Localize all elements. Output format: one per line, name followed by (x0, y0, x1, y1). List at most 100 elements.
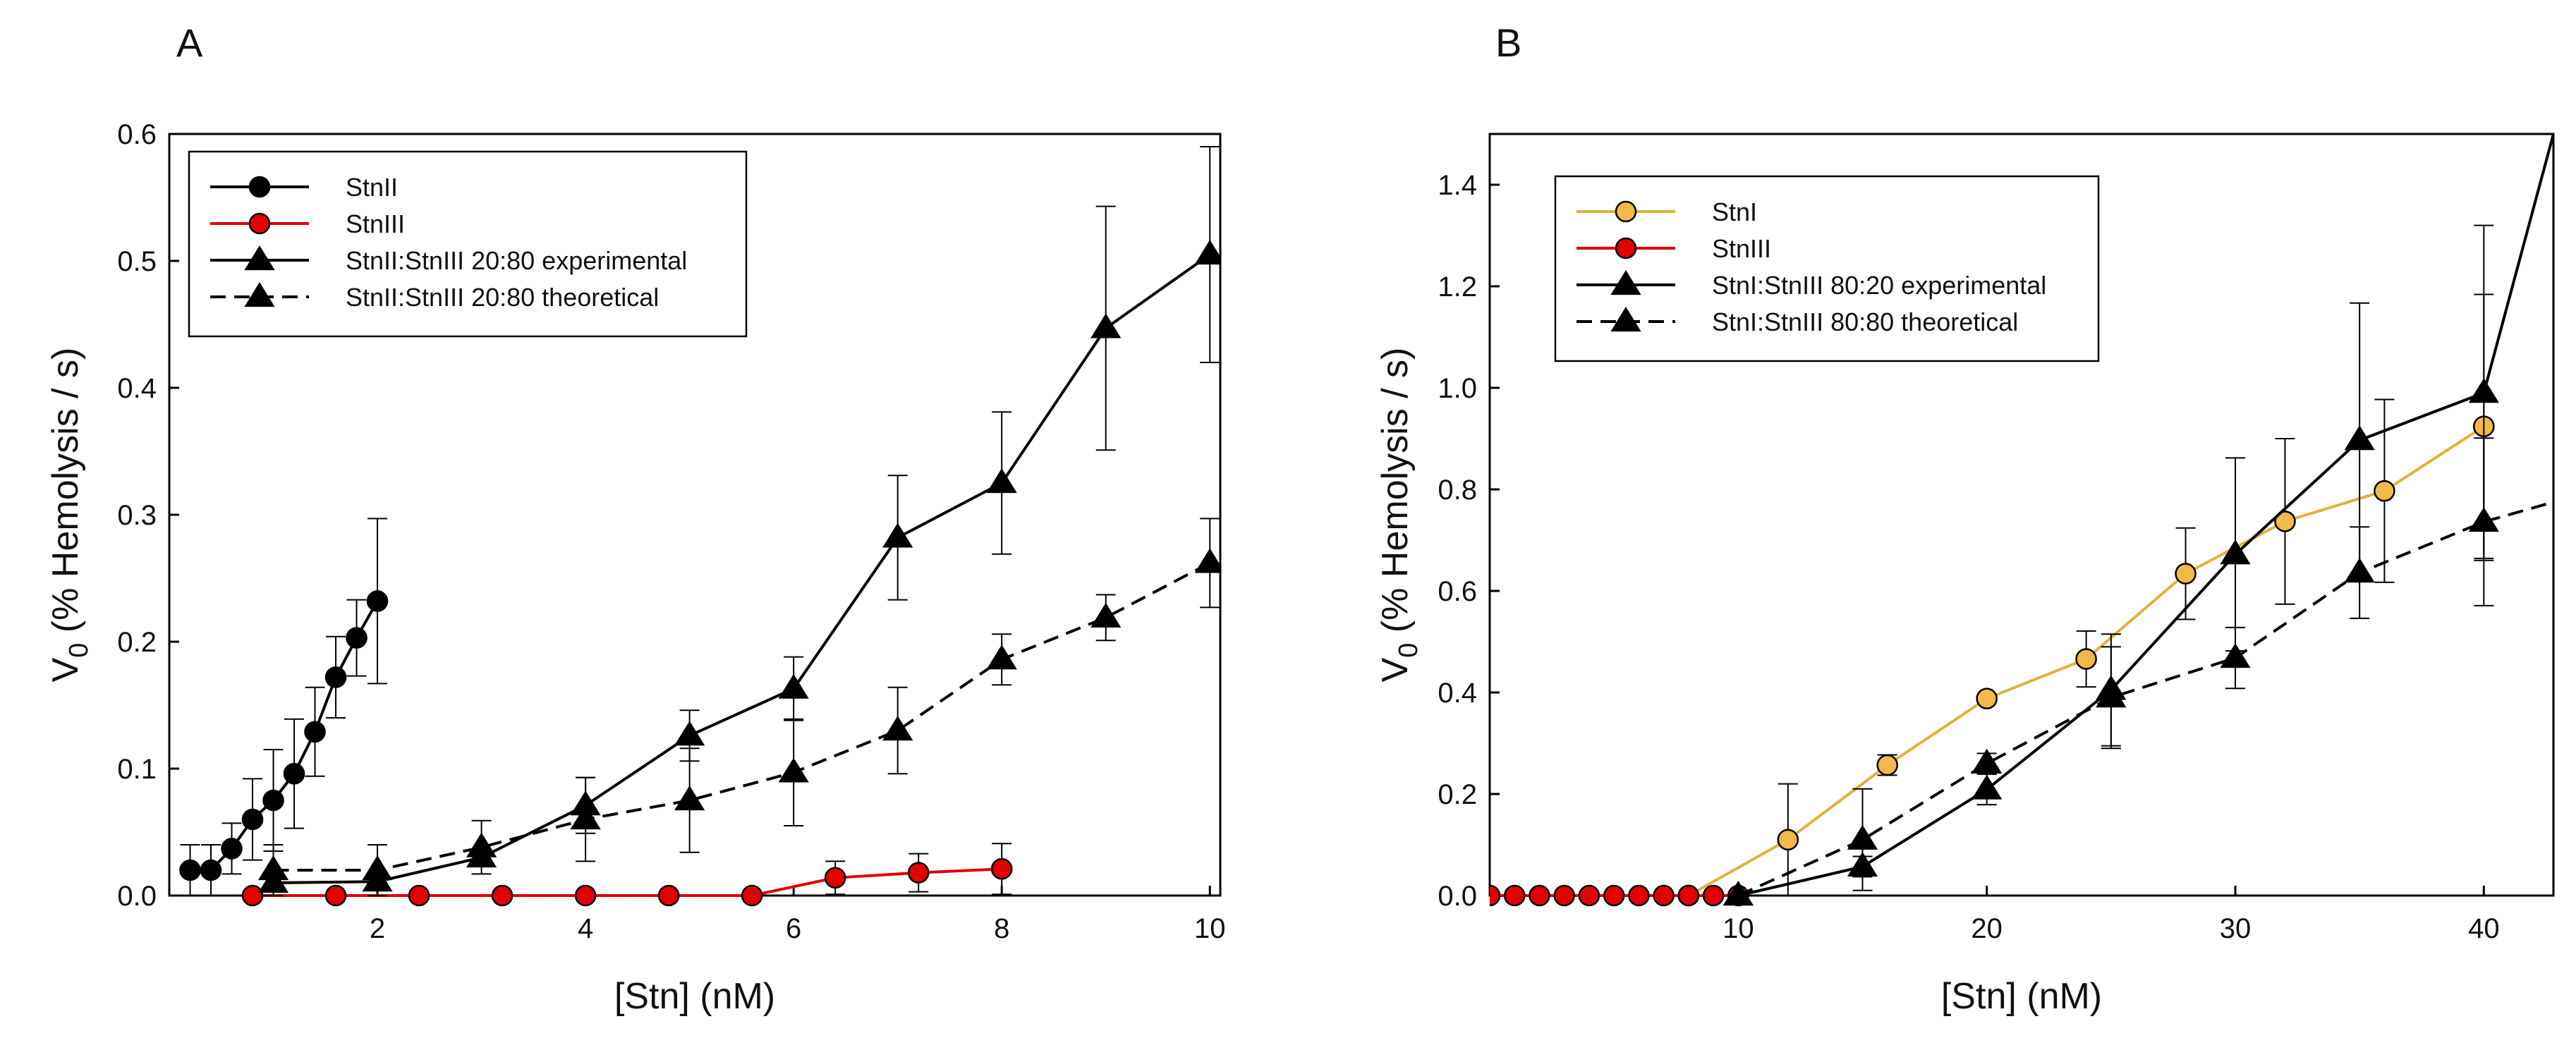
data-point (241, 884, 264, 907)
data-point (2468, 507, 2499, 532)
data-point (366, 590, 389, 612)
series-line (1737, 133, 2553, 897)
data-point (986, 468, 1017, 494)
data-point (304, 721, 326, 743)
data-point (1972, 748, 2003, 774)
data-point (1490, 884, 1501, 907)
data-point (1553, 884, 1575, 907)
data-point (778, 757, 809, 783)
data-point (1194, 239, 1220, 265)
chart-panel-a: A 0.0 0.1 0.2 0.3 0.4 0.5 0.6 2 4 6 8 10 [Stn] (nM) V0… (45, 20, 1225, 1017)
x-tick-label: 8 (994, 913, 1009, 944)
legend-marker (244, 245, 275, 271)
data-point (741, 884, 763, 907)
x-tick-label: 4 (578, 913, 593, 944)
x-tick-label: 20 (1971, 913, 2003, 944)
data-point (408, 884, 430, 907)
legend-entry: StnII (346, 173, 398, 202)
data-point (1702, 884, 1725, 907)
y-tick-label: 0.0 (1438, 881, 1477, 912)
data-point (907, 862, 930, 884)
legend-marker (1610, 306, 1641, 332)
x-tick-label: 10 (1723, 913, 1754, 944)
data-point (1972, 774, 2003, 800)
series-line (273, 561, 1211, 872)
legend-entry: StnI:StnIII 80:20 experimental (1712, 271, 2046, 300)
data-point (324, 884, 347, 907)
data-point (2175, 563, 2197, 585)
data-point (2344, 425, 2375, 451)
y-axis-label: V0 (% Hemolysis / s) (1375, 348, 1423, 683)
data-point (346, 627, 367, 649)
plot-frame (1488, 133, 2555, 897)
data-point (200, 859, 222, 881)
data-point (1578, 884, 1600, 907)
legend-box (188, 150, 748, 338)
data-point (1628, 884, 1650, 907)
data-point (824, 867, 846, 889)
data-point (778, 673, 809, 699)
y-tick-label: 1.4 (1438, 170, 1477, 201)
data-point (1194, 548, 1220, 573)
y-axis-label-rest: (% Hemolysis / s) (1375, 348, 1416, 643)
y-tick-label: 1.0 (1438, 373, 1477, 404)
data-point (2374, 480, 2395, 502)
y-axis-label-main: V (45, 657, 86, 682)
y-tick-label: 0.0 (117, 881, 157, 912)
data-point (2468, 378, 2499, 403)
series-stnii-stniii-20-80-theoretical (257, 518, 1220, 896)
data-point (1503, 884, 1526, 907)
x-tick-label: 40 (2468, 913, 2500, 944)
y-tick-label: 0.4 (117, 373, 157, 404)
legend-marker (244, 281, 275, 307)
data-point (1723, 880, 1754, 906)
data-point (1677, 884, 1700, 907)
data-point (1653, 884, 1675, 907)
legend-entry: StnII:StnIII 20:80 theoretical (346, 283, 659, 312)
plot-area (1490, 133, 2553, 907)
data-point (1090, 313, 1122, 338)
legend-entry: StnIII (346, 209, 405, 238)
y-tick-label: 0.4 (1438, 678, 1477, 709)
x-axis-label: [Stn] (nM) (1941, 976, 2102, 1017)
data-point (362, 855, 393, 881)
data-point (1090, 602, 1122, 628)
legend-marker (1615, 200, 1637, 223)
series-line (1737, 501, 2553, 897)
y-tick-label: 0.6 (1438, 576, 1477, 607)
legend-entry: StnI:StnIII 80:80 theoretical (1712, 307, 2018, 336)
legend: StnI StnIII StnI:StnIII 80:20 experimental… (1554, 175, 2100, 362)
y-tick-label: 0.5 (117, 246, 157, 277)
data-point (1847, 824, 1878, 850)
series-stni (1677, 293, 2495, 907)
y-tick-label: 0.2 (1438, 779, 1477, 810)
data-point (466, 832, 497, 857)
data-point (221, 838, 243, 860)
data-point (2220, 643, 2251, 668)
legend-marker (248, 212, 271, 235)
data-point (882, 715, 913, 741)
data-point (283, 762, 305, 785)
data-point (657, 884, 680, 907)
series-stniii (1490, 884, 1749, 907)
data-point (262, 789, 284, 812)
data-point (674, 721, 705, 746)
data-point (1603, 884, 1625, 907)
y-axis-label-rest: (% Hemolysis / s) (45, 348, 86, 643)
y-tick-label: 0.3 (117, 500, 157, 531)
legend-entry: StnI (1712, 197, 1757, 226)
series-stnii (179, 518, 389, 896)
panel-letter: A (176, 20, 203, 65)
y-tick-label: 1.2 (1438, 271, 1477, 303)
legend-entry: StnIII (1712, 234, 1771, 263)
data-point (674, 785, 705, 811)
legend-marker (1615, 237, 1637, 260)
data-point (241, 808, 264, 831)
x-tick-label: 2 (370, 913, 385, 944)
data-point (574, 884, 597, 907)
x-axis-label: [Stn] (nM) (614, 976, 775, 1017)
data-point (1777, 829, 1799, 851)
data-point (1876, 754, 1899, 776)
data-point (986, 645, 1017, 670)
